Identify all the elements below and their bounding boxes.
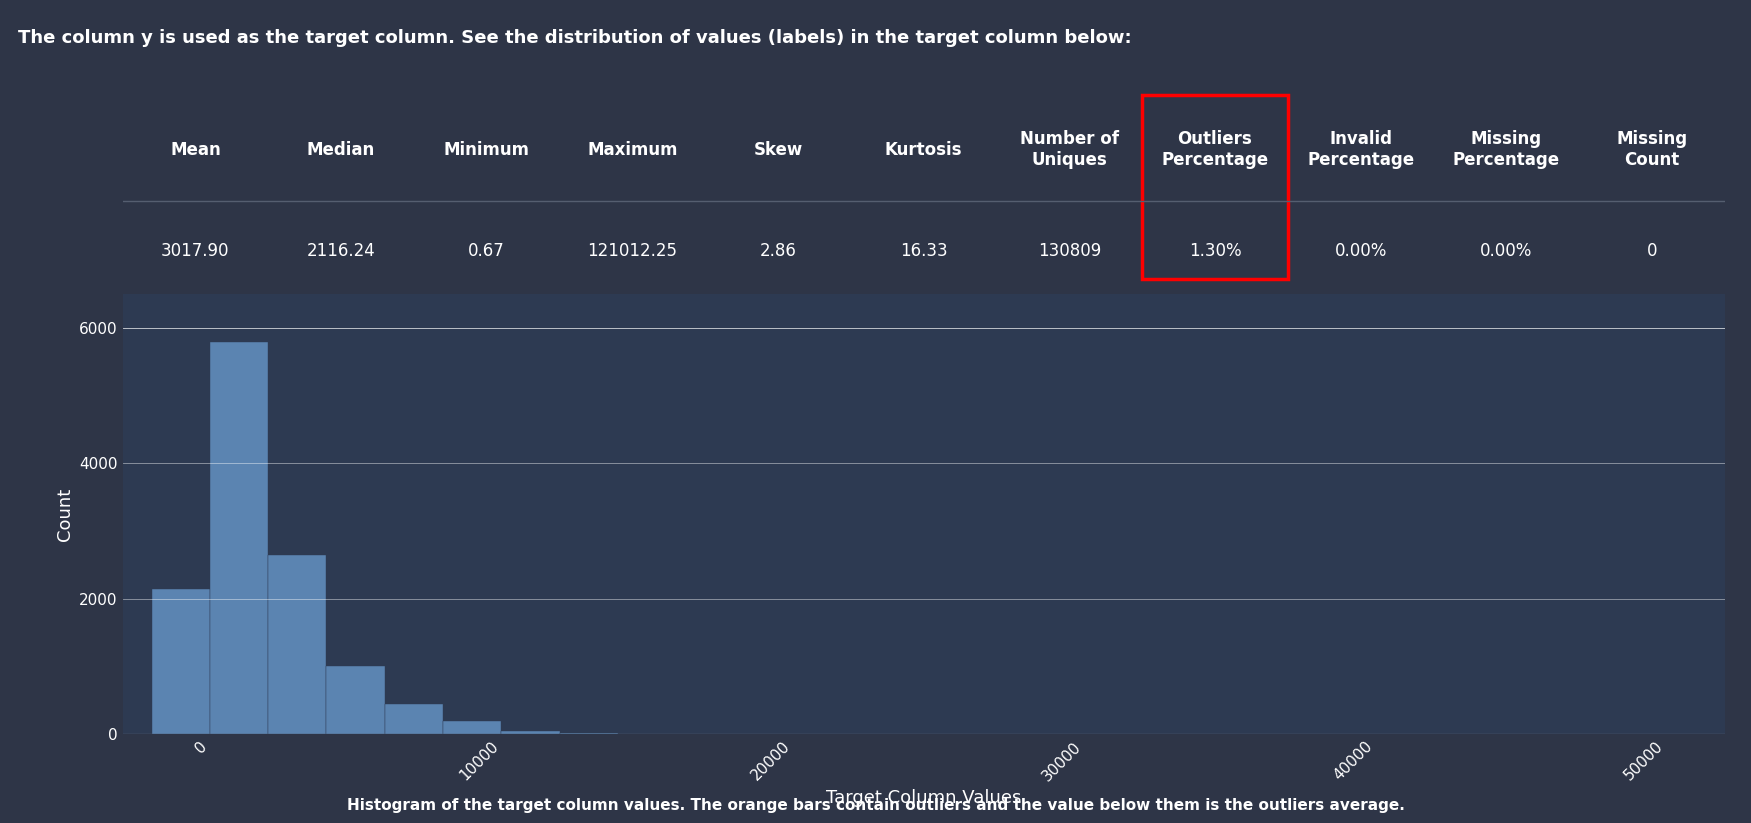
Text: Median: Median [306,141,375,159]
Bar [385,704,443,734]
Text: Minimum: Minimum [443,141,531,159]
Bar [210,342,268,734]
Text: 130809: 130809 [1038,242,1101,260]
Bar [443,721,501,734]
Text: Kurtosis: Kurtosis [884,141,963,159]
Text: Mean: Mean [170,141,221,159]
Bar [268,555,326,734]
Bar [326,667,385,734]
X-axis label: Target Column Values: Target Column Values [826,789,1021,807]
Text: 3017.90: 3017.90 [161,242,229,260]
Text: 16.33: 16.33 [900,242,947,260]
Bar [152,588,210,734]
Text: Maximum: Maximum [587,141,678,159]
Text: 1.30%: 1.30% [1189,242,1241,260]
Text: Histogram of the target column values. The orange bars contain outliers and the : Histogram of the target column values. T… [347,798,1404,813]
Y-axis label: Count: Count [56,487,74,541]
Text: Outliers
Percentage: Outliers Percentage [1161,131,1268,170]
Text: 0.00%: 0.00% [1334,242,1387,260]
Text: 2.86: 2.86 [760,242,797,260]
Text: Invalid
Percentage: Invalid Percentage [1306,131,1415,170]
Text: The column y is used as the target column. See the distribution of values (label: The column y is used as the target colum… [18,29,1131,47]
Text: 0.67: 0.67 [468,242,504,260]
Text: 121012.25: 121012.25 [587,242,678,260]
Text: 2116.24: 2116.24 [306,242,375,260]
Text: 0.00%: 0.00% [1480,242,1532,260]
Text: Missing
Percentage: Missing Percentage [1453,131,1560,170]
Text: 0: 0 [1646,242,1656,260]
Bar [501,731,560,734]
Text: Missing
Count: Missing Count [1616,131,1688,170]
Text: Skew: Skew [753,141,802,159]
Text: Number of
Uniques: Number of Uniques [1019,131,1119,170]
